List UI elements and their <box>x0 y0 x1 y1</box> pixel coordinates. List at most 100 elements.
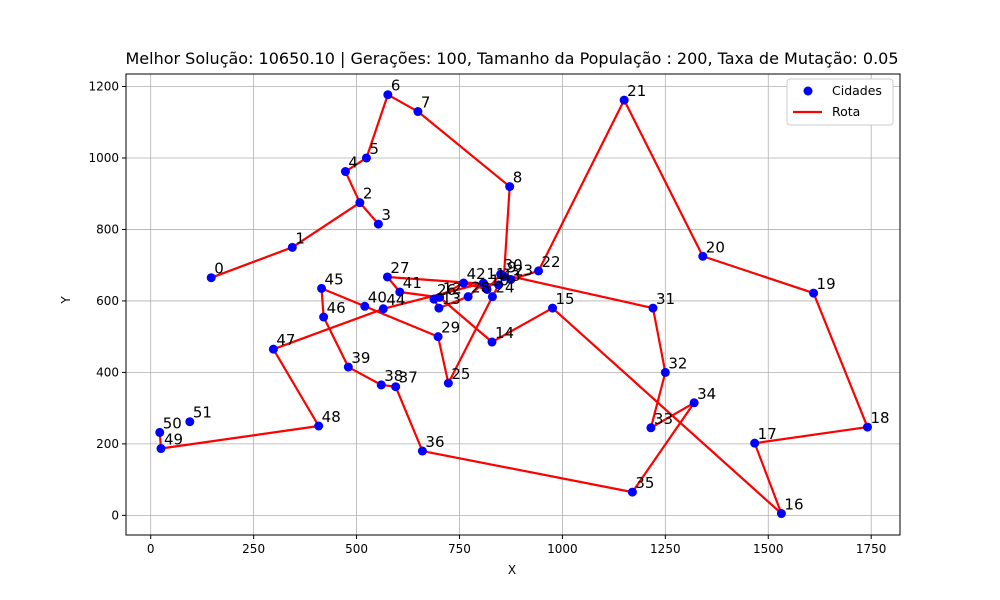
city-label: 14 <box>495 324 514 342</box>
city-label: 30 <box>504 256 523 274</box>
legend-cities-label: Cidades <box>832 83 882 98</box>
city-label: 48 <box>322 408 341 426</box>
city-point <box>355 198 365 208</box>
city-label: 38 <box>384 367 403 385</box>
city-label: 44 <box>386 291 405 309</box>
city-point <box>433 332 443 342</box>
city-label: 8 <box>513 169 523 187</box>
city-point <box>548 303 558 313</box>
city-point <box>319 312 329 322</box>
city-labels: 0123456789101112131415161718192021222324… <box>163 77 890 514</box>
city-label: 1 <box>295 229 305 247</box>
city-point <box>505 182 515 192</box>
y-tick-label: 600 <box>96 294 119 308</box>
city-point <box>268 344 278 354</box>
city-label: 45 <box>325 270 344 288</box>
city-label: 0 <box>214 260 224 278</box>
city-point <box>378 304 388 314</box>
city-point <box>155 427 165 437</box>
city-label: 46 <box>327 299 346 317</box>
x-tick-label: 1500 <box>753 542 784 556</box>
city-point <box>478 278 488 288</box>
city-point <box>185 417 195 427</box>
city-label: 40 <box>368 288 387 306</box>
city-label: 17 <box>758 425 777 443</box>
y-tick-label: 800 <box>96 222 119 236</box>
city-label: 27 <box>390 259 409 277</box>
city-label: 41 <box>403 274 422 292</box>
city-point <box>314 421 324 431</box>
x-tick-label: 0 <box>147 542 155 556</box>
city-label: 12 <box>443 279 462 297</box>
city-point <box>689 398 699 408</box>
city-point <box>496 269 506 279</box>
city-point <box>698 251 708 261</box>
city-point <box>206 273 216 283</box>
city-point <box>373 219 383 229</box>
city-label: 18 <box>870 409 889 427</box>
city-point <box>376 380 386 390</box>
city-point <box>809 288 819 298</box>
city-point <box>361 153 371 163</box>
city-label: 3 <box>381 206 391 224</box>
x-tick-label: 500 <box>345 542 368 556</box>
city-point <box>750 438 760 448</box>
x-tick-label: 750 <box>448 542 471 556</box>
city-point <box>360 301 370 311</box>
city-label: 51 <box>193 404 212 422</box>
city-label: 37 <box>399 369 418 387</box>
x-tick-label: 250 <box>242 542 265 556</box>
city-label: 31 <box>656 290 675 308</box>
city-point <box>776 509 786 519</box>
city-point <box>395 287 405 297</box>
city-point <box>429 294 439 304</box>
city-point <box>317 283 327 293</box>
city-label: 43 <box>502 267 521 285</box>
city-label: 22 <box>542 253 561 271</box>
city-point <box>156 444 166 454</box>
city-label: 39 <box>351 349 370 367</box>
x-axis-label: X <box>508 563 516 577</box>
city-label: 9 <box>507 259 517 277</box>
grid-lines <box>126 74 900 535</box>
city-label: 7 <box>421 94 431 112</box>
y-axis-label: Y <box>59 296 73 305</box>
y-tick-label: 400 <box>96 365 119 379</box>
city-label: 34 <box>697 385 716 403</box>
y-tick-label: 0 <box>111 508 119 522</box>
city-point <box>382 272 392 282</box>
city-point <box>648 303 658 313</box>
city-label: 4 <box>348 154 358 172</box>
legend-route-label: Rota <box>832 104 860 119</box>
city-point <box>494 280 504 290</box>
city-point <box>413 107 423 117</box>
city-label: 2 <box>363 185 373 203</box>
city-label: 42 <box>467 265 486 283</box>
x-tick-label: 1750 <box>856 542 887 556</box>
chart-title: Melhor Solução: 10650.10 | Gerações: 100… <box>125 49 898 68</box>
city-point <box>487 292 497 302</box>
city-point <box>340 167 350 177</box>
y-tick-label: 200 <box>96 437 119 451</box>
city-label: 26 <box>437 281 456 299</box>
city-label: 32 <box>668 354 687 372</box>
legend: Cidades Rota <box>786 78 894 126</box>
city-label: 28 <box>471 279 490 297</box>
city-point <box>343 362 353 372</box>
city-point <box>434 303 444 313</box>
city-label: 5 <box>369 140 379 158</box>
city-label: 36 <box>425 433 444 451</box>
city-label: 35 <box>635 474 654 492</box>
plot-area <box>125 73 901 536</box>
city-label: 47 <box>276 331 295 349</box>
city-label: 24 <box>495 279 514 297</box>
city-point <box>534 266 544 276</box>
city-point <box>463 292 473 302</box>
x-tick-label: 1250 <box>650 542 681 556</box>
city-label: 21 <box>627 82 646 100</box>
city-point <box>862 422 872 432</box>
city-point <box>487 337 497 347</box>
legend-box <box>786 78 894 126</box>
city-points <box>155 90 872 519</box>
